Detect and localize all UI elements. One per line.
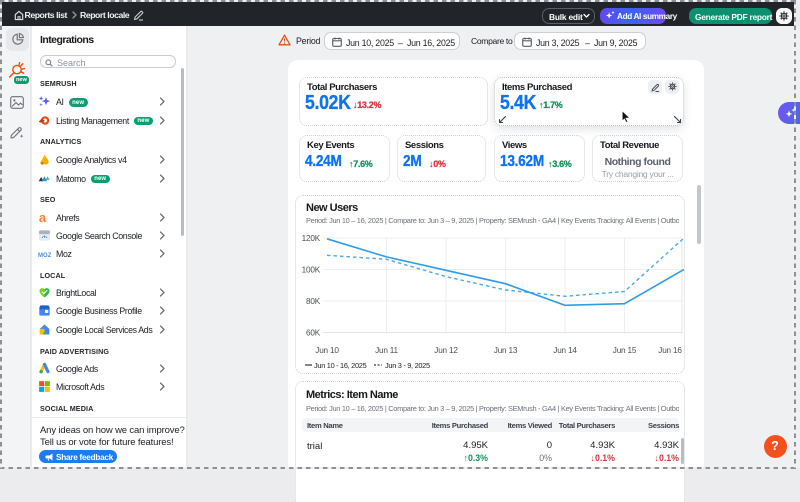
- svg-text:MOZ: MOZ: [38, 253, 51, 259]
- svg-text:Jun 12: Jun 12: [434, 346, 458, 355]
- svg-text:100K: 100K: [302, 266, 321, 275]
- svg-text:Jun 15: Jun 15: [613, 346, 637, 355]
- svg-text:120K: 120K: [302, 234, 321, 243]
- svg-text:Jun 10: Jun 10: [315, 346, 339, 355]
- svg-text:Jun 11: Jun 11: [375, 346, 398, 355]
- svg-text:Jun 16: Jun 16: [658, 346, 682, 355]
- svg-text:Jun 13: Jun 13: [494, 346, 518, 355]
- svg-text:Jun 10 - 16, 2025: Jun 10 - 16, 2025: [314, 361, 367, 370]
- svg-text:Jun 14: Jun 14: [553, 346, 577, 355]
- svg-text:Jun 3 - 9, 2025: Jun 3 - 9, 2025: [385, 361, 430, 370]
- svg-text:60K: 60K: [306, 329, 321, 338]
- svg-text:a: a: [39, 211, 47, 224]
- svg-text:80K: 80K: [306, 297, 321, 306]
